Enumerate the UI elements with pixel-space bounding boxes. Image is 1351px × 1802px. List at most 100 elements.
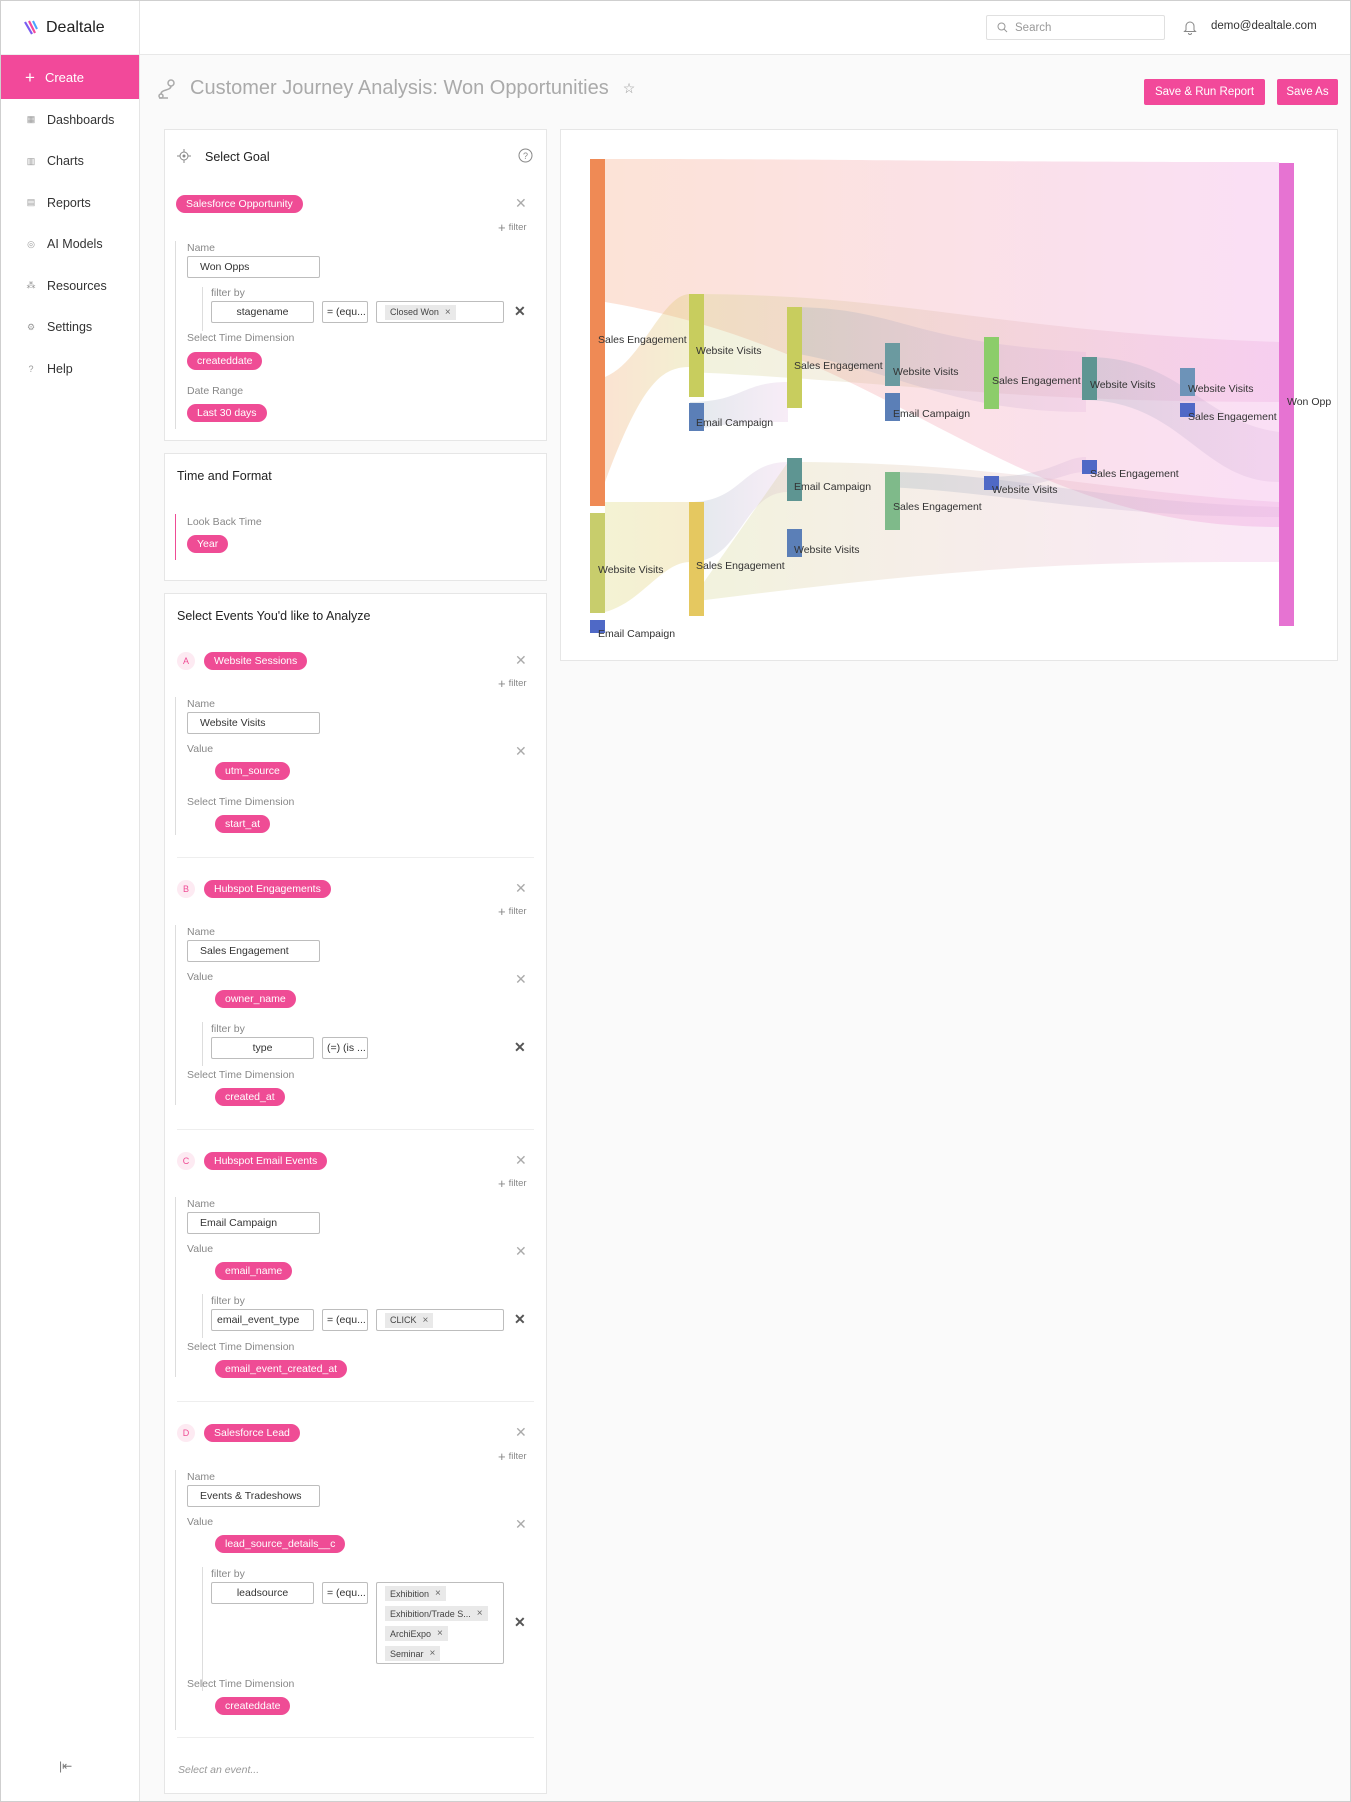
event-c-name-input[interactable]: Email Campaign	[187, 1212, 320, 1234]
time-dimension-label: Select Time Dimension	[187, 1069, 295, 1081]
event-c-time-tag[interactable]: email_event_created_at	[215, 1360, 348, 1378]
add-filter-link[interactable]: + filter	[498, 1449, 527, 1464]
remove-filter-icon[interactable]: ✕	[514, 1614, 526, 1630]
filter-operator-select[interactable]: = (equ...	[322, 1582, 368, 1604]
remove-filter-icon[interactable]: ✕	[514, 1039, 526, 1055]
sidebar-item-charts[interactable]: ▥ Charts	[1, 141, 139, 183]
goal-object-tag[interactable]: Salesforce Opportunity	[176, 195, 303, 213]
sankey-node[interactable]	[885, 472, 900, 530]
remove-goal-icon[interactable]: ✕	[515, 195, 527, 211]
save-as-button[interactable]: Save As	[1277, 79, 1338, 105]
sankey-node[interactable]	[1180, 368, 1195, 396]
help-circle-icon[interactable]: ?	[518, 148, 533, 163]
sankey-node[interactable]	[590, 159, 605, 506]
user-email[interactable]: demo@dealtale.com	[1211, 20, 1317, 32]
sankey-node[interactable]	[984, 337, 999, 409]
filter-values-select[interactable]: CLICK ×	[376, 1309, 504, 1331]
filter-values-select[interactable]: Closed Won ×	[376, 301, 504, 323]
bell-icon[interactable]	[1183, 19, 1197, 35]
sankey-node[interactable]	[787, 458, 802, 501]
remove-event-c-icon[interactable]: ✕	[515, 1152, 527, 1168]
sankey-node[interactable]	[1279, 163, 1294, 626]
chip-remove-icon[interactable]: ×	[476, 1608, 483, 1619]
add-filter-link[interactable]: + filter	[498, 904, 527, 919]
name-label: Name	[187, 1471, 216, 1483]
remove-event-a-icon[interactable]: ✕	[515, 652, 527, 668]
save-run-button[interactable]: Save & Run Report	[1144, 79, 1265, 105]
filter-operator-select[interactable]: = (equ...	[322, 301, 368, 323]
sankey-label: Email Campaign	[598, 628, 675, 640]
sankey-node[interactable]	[689, 403, 704, 431]
add-filter-link[interactable]: + filter	[498, 1176, 527, 1191]
chip-remove-icon[interactable]: ×	[444, 306, 451, 318]
event-b-time-tag[interactable]: created_at	[215, 1088, 285, 1106]
remove-value-icon[interactable]: ✕	[515, 1516, 527, 1532]
add-filter-link[interactable]: + filter	[498, 220, 527, 235]
filter-field-select[interactable]: stagename	[211, 301, 314, 323]
sankey-node[interactable]	[1082, 357, 1097, 400]
remove-value-icon[interactable]: ✕	[515, 743, 527, 759]
remove-value-icon[interactable]: ✕	[515, 971, 527, 987]
sidebar-item-settings[interactable]: ⚙ Settings	[1, 307, 139, 349]
event-a-tag[interactable]: Website Sessions	[204, 652, 308, 670]
remove-filter-icon[interactable]: ✕	[514, 303, 526, 319]
create-button[interactable]: + Create	[1, 55, 139, 99]
sankey-node[interactable]	[1082, 460, 1097, 474]
date-range-tag[interactable]: Last 30 days	[187, 404, 267, 422]
remove-event-b-icon[interactable]: ✕	[515, 880, 527, 896]
event-a-time-tag[interactable]: start_at	[215, 815, 271, 833]
filter-by-label: filter by	[211, 1023, 245, 1035]
sankey-node[interactable]	[689, 294, 704, 397]
chip-remove-icon[interactable]: ×	[429, 1648, 436, 1659]
chip-remove-icon[interactable]: ×	[437, 1628, 443, 1639]
remove-event-d-icon[interactable]: ✕	[515, 1424, 527, 1440]
sidebar-item-dashboards[interactable]: ▦ Dashboards	[1, 99, 139, 141]
sankey-node[interactable]	[787, 307, 802, 408]
sankey-node[interactable]	[885, 393, 900, 421]
remove-value-icon[interactable]: ✕	[515, 1243, 527, 1259]
sankey-node[interactable]	[984, 476, 999, 490]
filter-field-select[interactable]: leadsource	[211, 1582, 314, 1604]
sankey-node[interactable]	[590, 620, 605, 633]
sidebar-item-help[interactable]: ? Help	[1, 348, 139, 390]
search-input[interactable]: Search	[986, 15, 1165, 40]
remove-filter-icon[interactable]: ✕	[514, 1311, 526, 1327]
add-filter-link[interactable]: + filter	[498, 676, 527, 691]
event-a-value-tag[interactable]: utm_source	[215, 762, 290, 780]
filter-link-label: filter	[508, 1451, 527, 1462]
event-d-value-tag[interactable]: lead_source_details__c	[215, 1535, 346, 1553]
event-d-name-input[interactable]: Events & Tradeshows	[187, 1485, 320, 1507]
time-format-header: Time and Format	[177, 469, 272, 483]
chip-remove-icon[interactable]: ×	[422, 1314, 429, 1326]
sidebar-item-reports[interactable]: ▤ Reports	[1, 182, 139, 224]
chip-remove-icon[interactable]: ×	[435, 1588, 441, 1599]
filter-operator-select[interactable]: (=) (is ...	[322, 1037, 368, 1059]
sankey-node[interactable]	[689, 502, 704, 616]
event-b-name-input[interactable]: Sales Engagement	[187, 940, 320, 962]
filter-field-select[interactable]: type	[211, 1037, 314, 1059]
sankey-node[interactable]	[885, 343, 900, 386]
event-d-time-tag[interactable]: createddate	[215, 1697, 291, 1715]
event-a-name-input[interactable]: Website Visits	[187, 712, 320, 734]
sidebar-item-resources[interactable]: ⁂ Resources	[1, 265, 139, 307]
event-d-tag[interactable]: Salesforce Lead	[204, 1424, 300, 1442]
sankey-node[interactable]	[1180, 403, 1195, 417]
app-logo[interactable]: Dealtale	[1, 1, 139, 55]
chip-label: ArchiExpo	[390, 1628, 432, 1639]
filter-values-select[interactable]: Exhibition × Exhibition/Trade S... × Archi…	[376, 1582, 504, 1664]
goal-name-input[interactable]: Won Opps	[187, 256, 320, 278]
filter-field-select[interactable]: email_event_type	[211, 1309, 314, 1331]
collapse-sidebar-icon[interactable]: |⇤	[59, 1759, 73, 1773]
time-dimension-tag[interactable]: createddate	[187, 352, 263, 370]
sankey-node[interactable]	[787, 529, 802, 557]
filter-operator-select[interactable]: = (equ...	[322, 1309, 368, 1331]
star-icon[interactable]: ☆	[622, 80, 636, 96]
event-c-value-tag[interactable]: email_name	[215, 1262, 293, 1280]
select-event-input[interactable]: Select an event...	[178, 1764, 260, 1776]
lookback-tag[interactable]: Year	[187, 535, 229, 553]
sankey-node[interactable]	[590, 513, 605, 613]
event-b-value-tag[interactable]: owner_name	[215, 990, 296, 1008]
event-b-tag[interactable]: Hubspot Engagements	[204, 880, 331, 898]
event-c-tag[interactable]: Hubspot Email Events	[204, 1152, 328, 1170]
sidebar-item-ai-models[interactable]: ◎ AI Models	[1, 224, 139, 266]
